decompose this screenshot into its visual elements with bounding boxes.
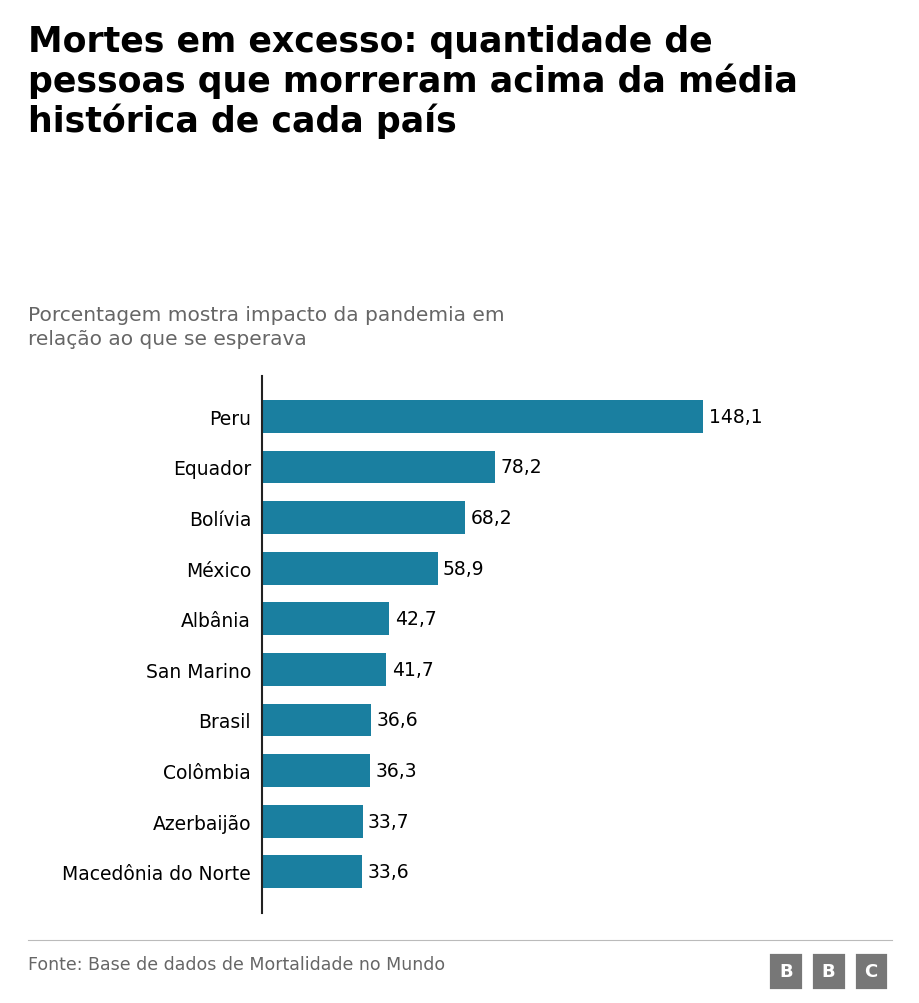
Text: 68,2: 68,2 [471, 509, 512, 528]
Text: B: B [821, 962, 834, 980]
FancyBboxPatch shape [811, 952, 845, 990]
Bar [262, 704, 370, 736]
Text: B: B [778, 962, 792, 980]
Bar [262, 553, 437, 585]
Bar [262, 653, 386, 686]
Text: Fonte: Base de dados de Mortalidade no Mundo: Fonte: Base de dados de Mortalidade no M… [28, 955, 444, 973]
Text: 33,6: 33,6 [368, 863, 409, 882]
Bar [262, 805, 362, 838]
Text: 36,6: 36,6 [376, 711, 418, 730]
Text: 33,7: 33,7 [368, 811, 409, 830]
Bar [262, 603, 389, 636]
Bar [262, 502, 465, 535]
FancyBboxPatch shape [853, 952, 888, 990]
Text: 148,1: 148,1 [708, 407, 761, 426]
Text: 78,2: 78,2 [500, 458, 541, 477]
Bar [262, 400, 702, 433]
Text: 36,3: 36,3 [375, 761, 417, 780]
Text: 58,9: 58,9 [442, 559, 484, 578]
Text: Porcentagem mostra impacto da pandemia em
relação ao que se esperava: Porcentagem mostra impacto da pandemia e… [28, 306, 504, 348]
Text: 41,7: 41,7 [391, 660, 433, 679]
Text: C: C [864, 962, 877, 980]
Text: 42,7: 42,7 [394, 610, 436, 629]
Bar [262, 754, 369, 787]
Bar [262, 451, 494, 483]
FancyBboxPatch shape [767, 952, 802, 990]
Bar [262, 856, 362, 889]
Text: Mortes em excesso: quantidade de
pessoas que morreram acima da média
histórica d: Mortes em excesso: quantidade de pessoas… [28, 25, 797, 138]
